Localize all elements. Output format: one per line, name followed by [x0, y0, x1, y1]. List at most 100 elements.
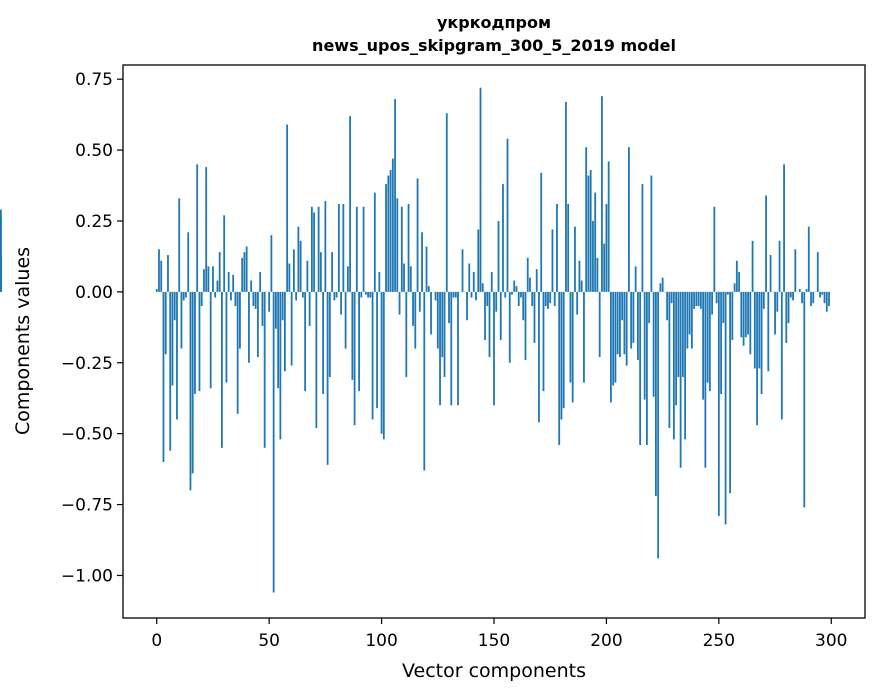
bar — [346, 266, 349, 292]
bar — [268, 291, 271, 312]
bar — [596, 257, 599, 292]
bar — [466, 291, 468, 321]
bar — [328, 291, 331, 377]
bar — [277, 291, 280, 389]
bar — [385, 184, 387, 292]
bar — [315, 291, 318, 428]
bar — [477, 229, 480, 292]
bar — [470, 291, 473, 298]
bar — [711, 291, 713, 315]
bar — [414, 291, 417, 349]
bar — [646, 291, 648, 446]
bar — [780, 291, 783, 420]
bar — [697, 291, 700, 307]
bar — [257, 291, 259, 358]
bar — [196, 164, 199, 292]
bar — [391, 158, 394, 292]
bar — [490, 272, 493, 292]
bar — [191, 291, 194, 474]
bar — [448, 291, 450, 324]
bar — [688, 291, 691, 335]
bar — [319, 252, 322, 292]
bar — [679, 291, 682, 468]
bar — [243, 252, 246, 292]
y-tick-label: −0.75 — [61, 496, 113, 516]
bar — [601, 96, 603, 292]
bar — [304, 291, 307, 392]
bar — [511, 291, 513, 295]
bar — [245, 246, 248, 292]
bar — [333, 291, 336, 301]
bar — [756, 291, 758, 426]
bar — [589, 169, 592, 292]
bar — [209, 291, 212, 389]
bar — [666, 291, 669, 321]
bar — [574, 226, 576, 292]
bar — [310, 206, 313, 292]
bar — [654, 291, 657, 497]
bar — [740, 291, 743, 338]
bar — [526, 257, 529, 292]
bar — [529, 277, 531, 292]
x-tick-label: 300 — [815, 631, 847, 651]
bar — [544, 291, 547, 307]
bar — [493, 291, 495, 406]
bar — [742, 291, 745, 346]
bar — [720, 291, 722, 394]
bar — [762, 291, 765, 309]
bar — [753, 291, 756, 369]
bar — [495, 291, 498, 312]
bar — [798, 289, 801, 292]
bar — [695, 291, 698, 307]
bar — [708, 291, 711, 392]
bar — [295, 291, 298, 301]
y-tick-label: −0.50 — [61, 425, 113, 445]
bar — [562, 291, 565, 409]
bar — [396, 198, 399, 292]
bar — [441, 291, 444, 358]
bar — [214, 291, 217, 298]
bar — [205, 167, 208, 292]
bar — [427, 286, 430, 292]
bar — [425, 246, 428, 292]
bar — [610, 291, 612, 403]
bar — [169, 291, 172, 451]
bar — [821, 291, 824, 295]
bar — [342, 203, 345, 292]
bar — [182, 291, 185, 301]
bar — [475, 291, 477, 301]
bar — [828, 291, 830, 307]
bar — [322, 291, 325, 394]
bar — [275, 291, 277, 329]
bar — [538, 291, 540, 423]
bar — [380, 291, 383, 434]
bar — [227, 272, 230, 292]
x-tick-label: 100 — [365, 631, 397, 651]
bar — [717, 291, 720, 516]
bar — [684, 291, 687, 440]
y-tick-label: 0.75 — [75, 70, 113, 90]
bar — [382, 291, 385, 440]
bar — [630, 291, 633, 349]
bar — [504, 291, 507, 298]
bar — [675, 291, 678, 406]
bar — [416, 178, 419, 292]
bar — [155, 289, 158, 292]
bar — [632, 291, 635, 343]
y-axis-title: Components values — [12, 247, 34, 435]
bar — [326, 291, 329, 465]
bar — [522, 291, 525, 321]
bar — [686, 291, 689, 349]
bar — [693, 291, 696, 309]
bar — [502, 184, 504, 292]
bar — [331, 252, 334, 292]
bar — [605, 203, 608, 292]
bar — [594, 192, 597, 292]
bar — [677, 291, 680, 377]
bar — [0, 255, 2, 292]
bar — [565, 101, 567, 292]
y-tick-label: 0.25 — [75, 212, 113, 232]
bar — [751, 240, 754, 292]
bar — [513, 280, 516, 292]
bar — [423, 291, 426, 471]
